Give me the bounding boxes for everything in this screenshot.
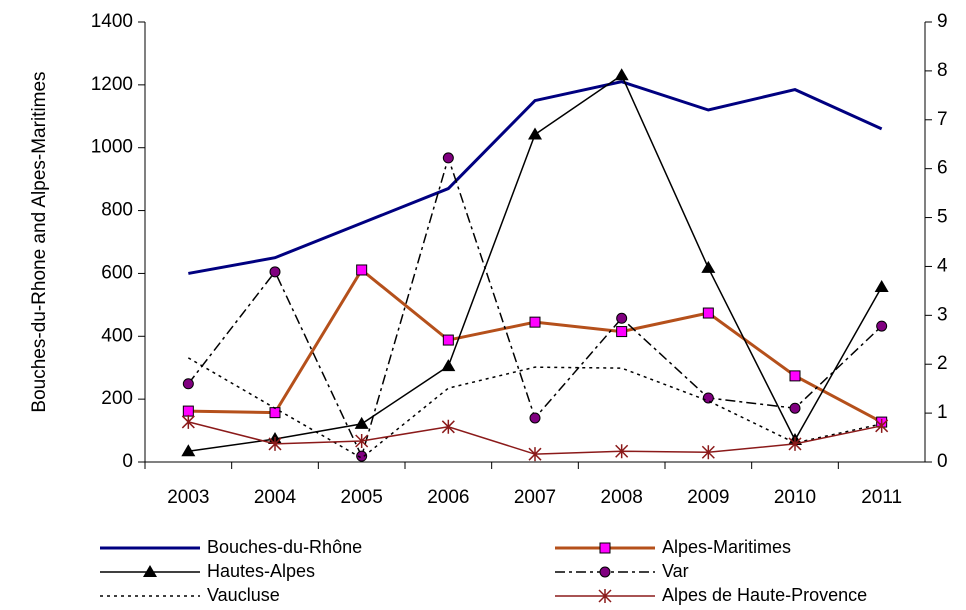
y-tick-label: 1200	[91, 74, 133, 95]
series-line	[188, 267, 883, 424]
x-tick-label: 2006	[427, 487, 469, 508]
y-tick-label: 600	[101, 262, 133, 283]
legend-label: Hautes-Alpes	[207, 561, 315, 581]
y-tick-label: 0	[122, 451, 133, 472]
marker	[701, 445, 715, 460]
marker	[702, 392, 714, 404]
y2-tick-label: 3	[937, 304, 948, 325]
marker	[354, 416, 369, 429]
marker	[598, 589, 612, 603]
marker	[182, 405, 194, 417]
series-line	[188, 80, 883, 275]
y2-tick-label: 9	[937, 11, 948, 32]
x-tick-label: 2008	[601, 487, 643, 508]
y2-tick-label: 6	[937, 158, 948, 179]
marker	[356, 264, 368, 276]
marker	[529, 316, 541, 328]
marker	[269, 266, 281, 278]
marker	[599, 566, 611, 578]
y2-tick-label: 5	[937, 207, 948, 228]
x-tick-label: 2007	[514, 487, 556, 508]
marker	[441, 359, 456, 372]
y2-tick-label: 2	[937, 353, 948, 374]
x-tick-label: 2009	[687, 487, 729, 508]
legend-label: Var	[662, 561, 689, 581]
marker	[528, 447, 542, 462]
y2-tick-label: 4	[937, 255, 948, 276]
marker	[701, 260, 716, 273]
y2-tick-label: 0	[937, 451, 948, 472]
y-tick-label: 1000	[91, 137, 133, 158]
marker	[442, 152, 454, 164]
marker	[615, 444, 629, 459]
marker	[182, 378, 194, 390]
series-line	[187, 357, 882, 459]
x-tick-label: 2010	[774, 487, 816, 508]
marker	[441, 419, 455, 434]
y2-tick-label: 1	[937, 402, 948, 423]
series-line	[187, 155, 883, 459]
marker	[143, 565, 157, 577]
marker	[876, 320, 888, 332]
legend-label: Alpes-Maritimes	[662, 537, 791, 557]
y2-tick-label: 8	[937, 60, 948, 81]
y-tick-label: 200	[101, 388, 133, 409]
marker	[529, 412, 541, 424]
marker	[268, 436, 282, 451]
y-tick-label: 1400	[91, 11, 133, 32]
marker	[788, 436, 802, 451]
marker	[528, 127, 542, 140]
marker	[874, 279, 889, 292]
y-axis-title: Bouches-du-Rhone and Alpes-Maritimes	[29, 71, 50, 412]
marker	[599, 542, 611, 554]
y2-tick-label: 7	[937, 109, 948, 130]
x-tick-label: 2004	[254, 487, 297, 508]
legend-label: Vaucluse	[207, 585, 280, 605]
marker	[875, 418, 889, 433]
y-tick-label: 800	[101, 200, 133, 221]
marker	[442, 334, 454, 346]
y-tick-label: 400	[101, 325, 133, 346]
marker	[181, 414, 195, 429]
marker	[789, 402, 801, 414]
marker	[269, 407, 281, 419]
marker	[356, 450, 368, 462]
marker	[702, 307, 714, 319]
x-tick-label: 2003	[167, 487, 209, 508]
marker	[616, 312, 628, 324]
legend-label: Bouches-du-Rhône	[207, 537, 362, 557]
marker	[614, 68, 629, 81]
marker	[789, 370, 801, 382]
marker	[181, 444, 196, 457]
x-tick-label: 2011	[861, 487, 902, 508]
x-tick-label: 2005	[341, 487, 383, 508]
legend-label: Alpes de Haute-Provence	[662, 585, 867, 605]
marker	[616, 326, 628, 338]
marker	[355, 433, 369, 448]
